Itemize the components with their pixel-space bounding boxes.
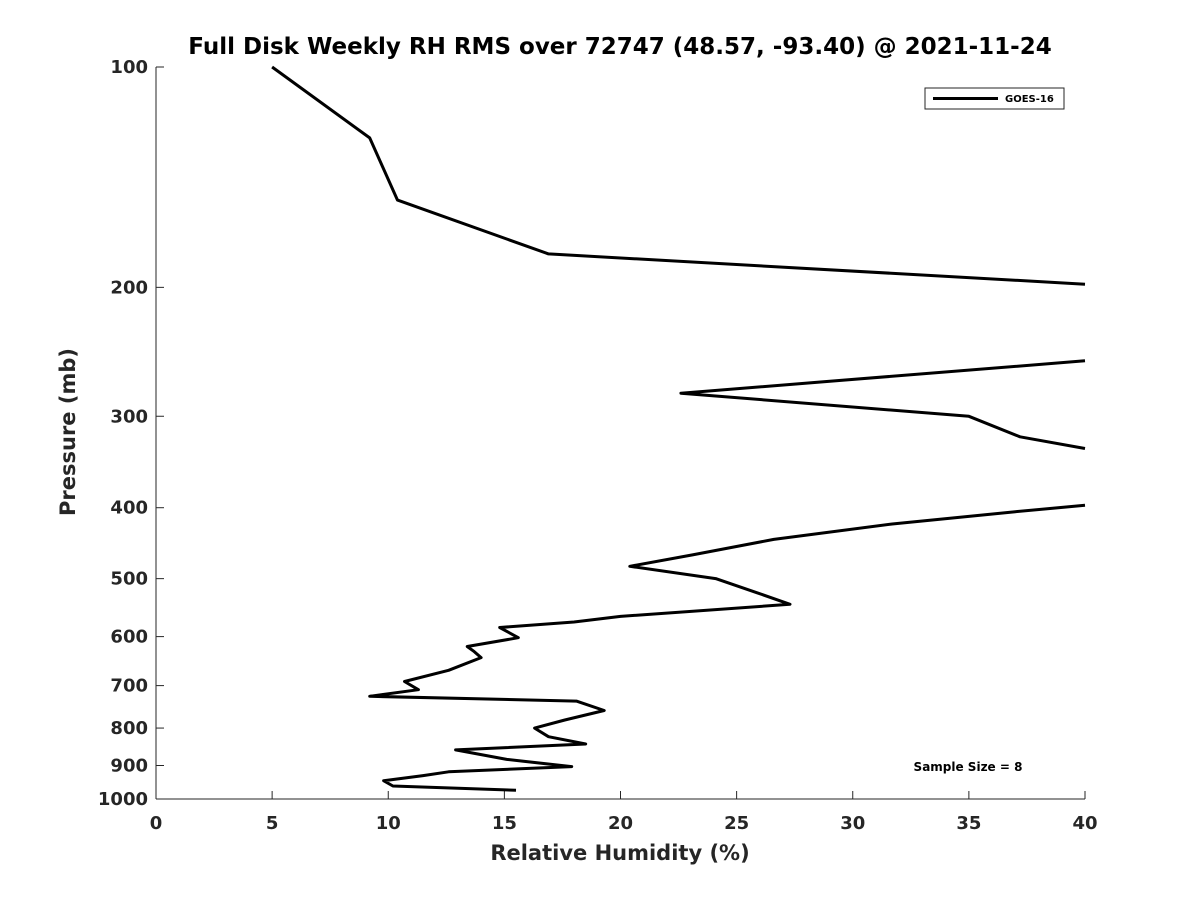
x-tick-label: 15 [492, 813, 517, 834]
y-tick-label: 1000 [98, 789, 148, 810]
x-tick-label: 10 [376, 813, 401, 834]
y-tick-label: 400 [110, 498, 148, 519]
series-line-goes16 [679, 359, 1086, 450]
sample-size-annotation: Sample Size = 8 [914, 760, 1023, 774]
y-tick-label: 100 [110, 57, 148, 78]
x-tick-label: 35 [956, 813, 981, 834]
x-tick-label: 5 [266, 813, 279, 834]
y-tick-label: 300 [110, 406, 148, 427]
x-tick-label: 0 [150, 813, 163, 834]
x-tick-label: 40 [1072, 813, 1097, 834]
y-tick-label: 700 [110, 676, 148, 697]
y-axis-label: Pressure (mb) [56, 348, 80, 516]
y-tick-label: 600 [110, 627, 148, 648]
x-tick-label: 25 [724, 813, 749, 834]
chart-title: Full Disk Weekly RH RMS over 72747 (48.5… [188, 34, 1051, 60]
y-tick-label: 500 [110, 569, 148, 590]
series-line-goes16 [271, 65, 1086, 286]
x-tick-label: 20 [608, 813, 633, 834]
y-tick-label: 900 [110, 756, 148, 777]
y-tick-label: 200 [110, 277, 148, 298]
x-axis-label: Relative Humidity (%) [490, 841, 749, 865]
plot-area: 0 5 10 15 20 25 30 35 40 100 200 300 400 500 600 700 800… [98, 57, 1098, 834]
legend-label-goes16: GOES-16 [1005, 94, 1054, 105]
series-line-goes16 [368, 503, 1086, 792]
x-tick-label: 30 [840, 813, 865, 834]
y-tick-label: 800 [110, 718, 148, 739]
legend: GOES-16 [924, 87, 1065, 110]
